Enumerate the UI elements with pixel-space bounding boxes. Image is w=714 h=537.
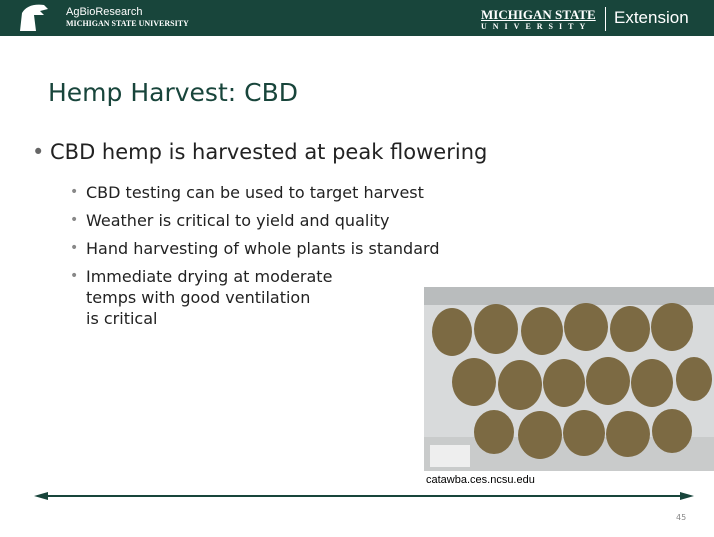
brand: AgBioResearch xyxy=(66,6,142,18)
brand-sub: MICHIGAN STATE UNIVERSITY xyxy=(66,19,189,28)
photo xyxy=(424,287,714,471)
footer-rule xyxy=(0,486,714,506)
sub-bullet-text: Weather is critical to yield and quality xyxy=(86,211,390,230)
msu: MICHIGAN STATE xyxy=(481,7,596,23)
sub-bullet: • Immediate drying at moderate temps wit… xyxy=(86,266,332,329)
msu-sub: UNIVERSITY xyxy=(481,22,591,31)
sub-bullet-line: is critical xyxy=(86,308,332,329)
slide-title: Hemp Harvest: CBD xyxy=(48,78,298,107)
separator xyxy=(605,7,606,31)
page-number: 45 xyxy=(676,513,686,522)
bullet-text: CBD hemp is harvested at peak flowering xyxy=(50,140,487,164)
sub-bullet-line: Immediate drying at moderate xyxy=(86,266,332,287)
image-caption: catawba.ces.ncsu.edu xyxy=(426,474,535,486)
sub-bullet-line: temps with good ventilation xyxy=(86,287,332,308)
slide: {"header": {"brand": "AgBioResearch", "b… xyxy=(0,0,714,537)
sub-bullet: •Hand harvesting of whole plants is stan… xyxy=(86,238,439,259)
sub-bullet-text: Hand harvesting of whole plants is stand… xyxy=(86,239,439,258)
unit: Extension xyxy=(614,8,689,28)
header-bar: AgBioResearch MICHIGAN STATE UNIVERSITY … xyxy=(0,0,714,36)
sub-bullet: •CBD testing can be used to target harve… xyxy=(86,182,424,203)
sub-bullet: •Weather is critical to yield and qualit… xyxy=(86,210,390,231)
bullet: •CBD hemp is harvested at peak flowering xyxy=(50,140,487,164)
sub-bullet-text: CBD testing can be used to target harves… xyxy=(86,183,424,202)
logo xyxy=(14,1,54,35)
